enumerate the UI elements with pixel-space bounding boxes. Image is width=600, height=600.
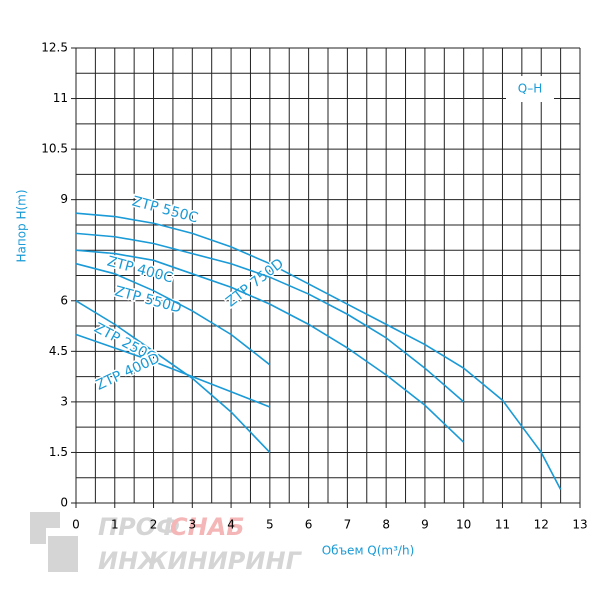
curve <box>75 333 271 408</box>
y-tick-label: 0 <box>60 496 68 510</box>
y-tick-label: 4.5 <box>49 344 68 358</box>
curve <box>75 300 271 453</box>
y-tick-label: 12.5 <box>41 41 68 55</box>
x-tick-label: 6 <box>305 518 313 532</box>
x-tick-label: 1 <box>111 518 119 532</box>
x-tick-label: 11 <box>495 518 510 532</box>
legend-box <box>506 76 554 102</box>
logo-icon <box>30 512 78 572</box>
y-tick-label: 6 <box>60 293 68 307</box>
y-axis-label: Напор H(m) <box>15 189 29 262</box>
legend-text: Q–H <box>518 82 542 96</box>
y-tick-label: 11 <box>53 91 68 105</box>
curve-label: ZTP 400D <box>94 350 163 393</box>
curve <box>75 212 562 490</box>
x-tick-label: 5 <box>266 518 274 532</box>
x-tick-label: 7 <box>344 518 352 532</box>
x-tick-label: 12 <box>534 518 549 532</box>
y-tick-label: 10.5 <box>41 142 68 156</box>
watermark-text: ИНЖИНИРИНГ <box>98 547 303 575</box>
x-tick-label: 3 <box>188 518 196 532</box>
x-tick-label: 4 <box>227 518 235 532</box>
watermark-text: ПРОФ <box>98 513 180 541</box>
y-tick-label: 9 <box>60 192 68 206</box>
x-axis-label: Объем Q(m³/h) <box>322 544 415 558</box>
x-tick-label: 10 <box>456 518 471 532</box>
plot-grid <box>75 47 581 504</box>
x-tick-label: 8 <box>382 518 390 532</box>
y-tick-label: 1.5 <box>49 445 68 459</box>
watermark: ПРОФ СНАБ ИНЖИНИРИНГ <box>30 512 303 575</box>
x-tick-label: 2 <box>150 518 158 532</box>
curve <box>75 249 465 443</box>
curve <box>75 262 271 366</box>
x-tick-label: 9 <box>421 518 429 532</box>
watermark-text: СНАБ <box>170 513 245 541</box>
curve <box>75 232 465 403</box>
x-tick-label: 0 <box>72 518 80 532</box>
x-tick-label: 13 <box>572 518 587 532</box>
y-tick-label: 3 <box>60 394 68 408</box>
